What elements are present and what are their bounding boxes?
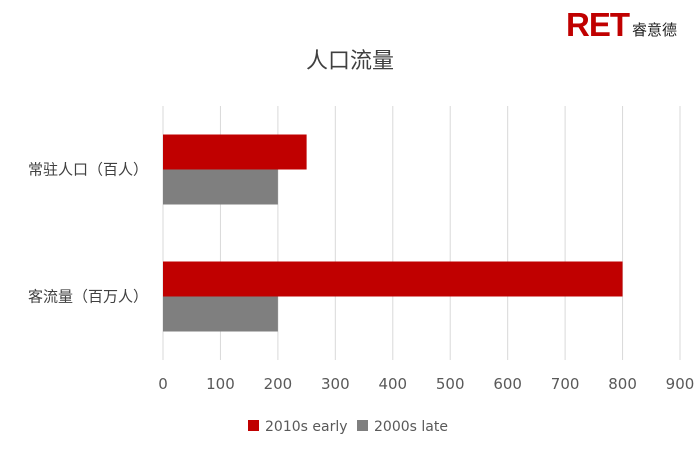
x-tick-label: 500 — [436, 375, 465, 393]
bar — [163, 261, 623, 297]
bars — [163, 134, 623, 332]
bar — [163, 169, 278, 205]
legend-swatch — [357, 420, 368, 431]
x-tick-labels: 0 100 200 300 400 500 600 700 800 900 — [158, 375, 694, 393]
x-tick-label: 100 — [206, 375, 235, 393]
x-tick-label: 200 — [264, 375, 293, 393]
logo-name: 睿意德 — [632, 21, 678, 39]
x-tick-label: 300 — [321, 375, 350, 393]
legend-swatch — [248, 420, 259, 431]
legend: 2010s early 2000s late — [248, 419, 448, 435]
bar — [163, 134, 307, 170]
x-tick-label: 400 — [378, 375, 407, 393]
category-label: 常驻人口（百人） — [28, 161, 148, 179]
brand-logo: RET 睿意德 — [566, 6, 678, 43]
category-labels: 常驻人口（百人） 客流量（百万人） — [28, 161, 148, 306]
x-tick-label: 600 — [493, 375, 522, 393]
category-label: 客流量（百万人） — [28, 288, 148, 306]
x-tick-label: 700 — [551, 375, 580, 393]
chart-title: 人口流量 — [306, 49, 394, 74]
legend-label: 2010s early — [265, 419, 348, 435]
legend-label: 2000s late — [374, 419, 448, 435]
x-tick-label: 900 — [666, 375, 695, 393]
logo-mark: RET — [566, 6, 630, 43]
x-tick-label: 800 — [608, 375, 637, 393]
bar — [163, 296, 278, 332]
x-tick-label: 0 — [158, 375, 168, 393]
